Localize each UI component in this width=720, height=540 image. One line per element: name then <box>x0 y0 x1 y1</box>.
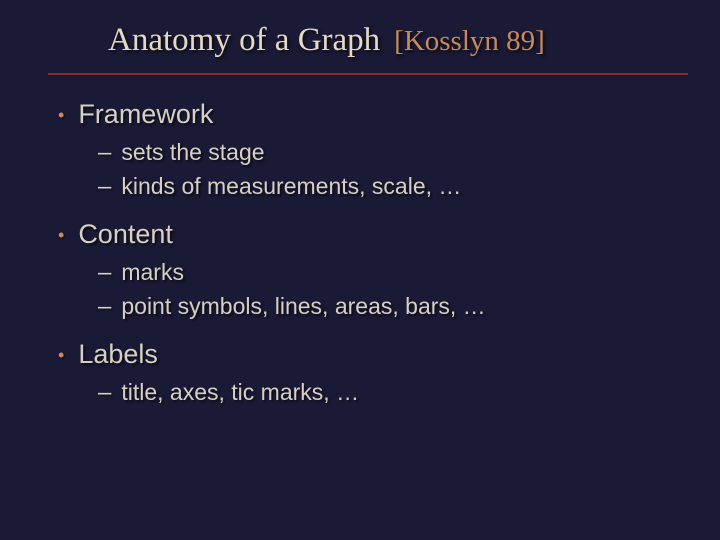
slide-title: Anatomy of a Graph <box>108 22 380 59</box>
title-row: Anatomy of a Graph [Kosslyn 89] <box>48 22 682 73</box>
dash-icon: – <box>98 293 111 321</box>
list-item: • Labels <box>58 339 682 371</box>
slide: Anatomy of a Graph [Kosslyn 89] • Framew… <box>0 0 720 540</box>
list-subitem: – marks <box>98 259 682 287</box>
dash-icon: – <box>98 139 111 167</box>
list-item-label: Labels <box>78 339 158 370</box>
list-subitem: – sets the stage <box>98 139 682 167</box>
bullet-dot-icon: • <box>58 219 64 251</box>
slide-content: • Framework – sets the stage – kinds of … <box>48 99 682 407</box>
list-subitem: – kinds of measurements, scale, … <box>98 173 682 201</box>
dash-icon: – <box>98 379 111 407</box>
dash-icon: – <box>98 259 111 287</box>
dash-icon: – <box>98 173 111 201</box>
list-item-label: Framework <box>78 99 213 130</box>
list-item-label: Content <box>78 219 173 250</box>
list-subitem-label: sets the stage <box>121 139 264 166</box>
list-subitem: – point symbols, lines, areas, bars, … <box>98 293 682 321</box>
list-subitem-label: kinds of measurements, scale, … <box>121 173 461 200</box>
bullet-dot-icon: • <box>58 99 64 131</box>
list-item: • Content <box>58 219 682 251</box>
list-item: • Framework <box>58 99 682 131</box>
list-subitem: – title, axes, tic marks, … <box>98 379 682 407</box>
list-subitem-label: title, axes, tic marks, … <box>121 379 359 406</box>
bullet-dot-icon: • <box>58 339 64 371</box>
slide-title-reference: [Kosslyn 89] <box>394 25 545 58</box>
list-subitem-label: marks <box>121 259 184 286</box>
list-subitem-label: point symbols, lines, areas, bars, … <box>121 293 485 320</box>
title-divider <box>48 73 688 75</box>
